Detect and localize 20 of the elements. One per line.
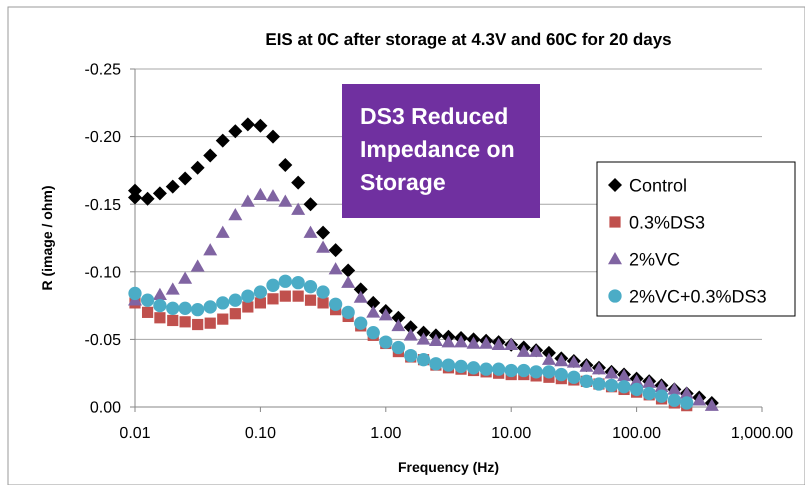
legend-label: Control [629, 175, 688, 196]
y-tick-label: -0.20 [84, 129, 122, 146]
x-tick-label: 1,000.00 [730, 425, 794, 442]
legend-label: 2%VC+0.3%DS3 [629, 286, 767, 306]
chart-title: EIS at 0C after storage at 4.3V and 60C for 20 days [265, 30, 672, 49]
x-tick-label: 0.10 [244, 425, 276, 442]
x-tick-label: 0.01 [119, 425, 151, 442]
y-tick-label: -0.10 [84, 264, 122, 282]
y-tick-label: -0.25 [84, 62, 122, 79]
y-tick-label: -0.05 [84, 332, 122, 349]
y-tick-label: -0.15 [84, 196, 122, 214]
x-axis-title: Frequency (Hz) [398, 459, 500, 475]
x-tick-label: 100.00 [612, 425, 662, 442]
y-axis-title: R (image / ohm) [39, 185, 55, 291]
legend-label: 0.3%DS3 [629, 212, 706, 232]
x-tick-label: 1.00 [370, 425, 402, 442]
y-tick-label: 0.00 [90, 400, 122, 417]
legend-label: 2%VC [629, 249, 680, 270]
annotation: DS3 Reduced Impedance on Storage [360, 103, 515, 195]
x-tick-label: 10.00 [491, 425, 532, 442]
